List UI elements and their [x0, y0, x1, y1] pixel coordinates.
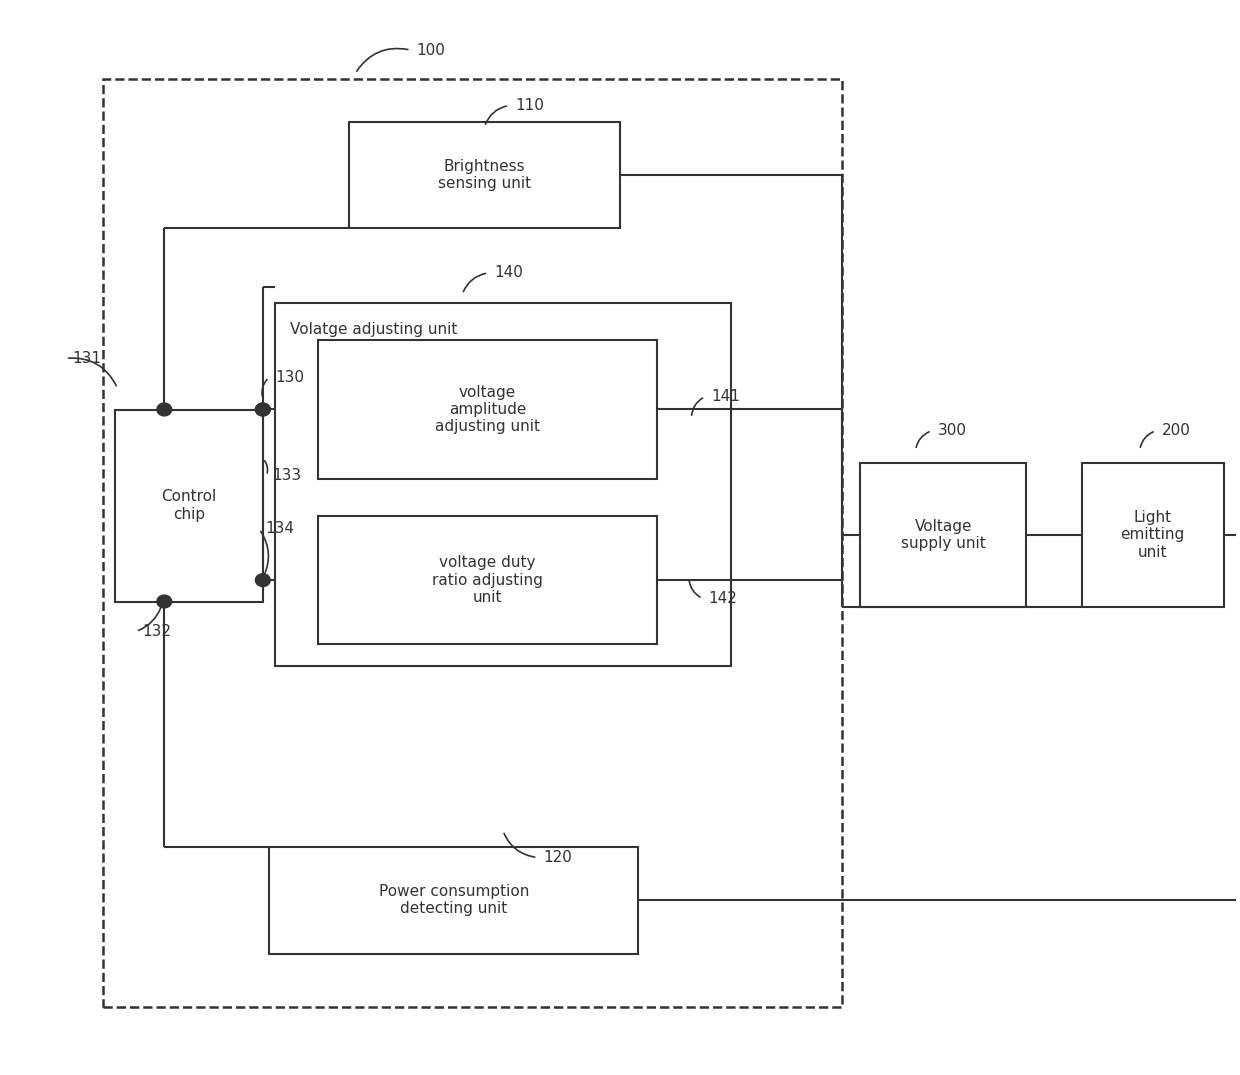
FancyBboxPatch shape — [275, 303, 730, 665]
Circle shape — [157, 403, 171, 416]
Text: Power consumption
detecting unit: Power consumption detecting unit — [378, 884, 529, 916]
Text: Control
chip: Control chip — [161, 489, 217, 521]
FancyBboxPatch shape — [103, 78, 842, 1007]
FancyBboxPatch shape — [269, 847, 639, 954]
Text: Voltage
supply unit: Voltage supply unit — [901, 518, 986, 551]
Text: 133: 133 — [273, 468, 301, 483]
Circle shape — [255, 403, 270, 416]
FancyBboxPatch shape — [319, 340, 657, 478]
FancyBboxPatch shape — [348, 121, 620, 228]
Text: 300: 300 — [937, 424, 967, 439]
Text: Light
emitting
unit: Light emitting unit — [1121, 510, 1185, 560]
FancyBboxPatch shape — [319, 516, 657, 644]
FancyBboxPatch shape — [115, 410, 263, 602]
Text: 110: 110 — [516, 98, 544, 113]
Text: 100: 100 — [417, 43, 445, 58]
Circle shape — [255, 574, 270, 587]
Text: 142: 142 — [709, 591, 738, 606]
FancyBboxPatch shape — [861, 463, 1027, 606]
Text: 134: 134 — [265, 521, 294, 536]
Circle shape — [255, 403, 270, 416]
Text: Brightness
sensing unit: Brightness sensing unit — [438, 159, 531, 191]
Text: 141: 141 — [712, 389, 740, 404]
Text: voltage
amplitude
adjusting unit: voltage amplitude adjusting unit — [435, 385, 541, 434]
Text: Volatge adjusting unit: Volatge adjusting unit — [290, 322, 458, 338]
Text: 130: 130 — [275, 370, 304, 385]
Text: voltage duty
ratio adjusting
unit: voltage duty ratio adjusting unit — [433, 556, 543, 605]
Circle shape — [157, 596, 171, 607]
Text: 132: 132 — [143, 624, 171, 639]
FancyBboxPatch shape — [1081, 463, 1224, 606]
Text: 131: 131 — [72, 350, 100, 366]
Text: 200: 200 — [1162, 424, 1190, 439]
Text: 140: 140 — [495, 266, 523, 281]
Text: 120: 120 — [543, 850, 573, 865]
